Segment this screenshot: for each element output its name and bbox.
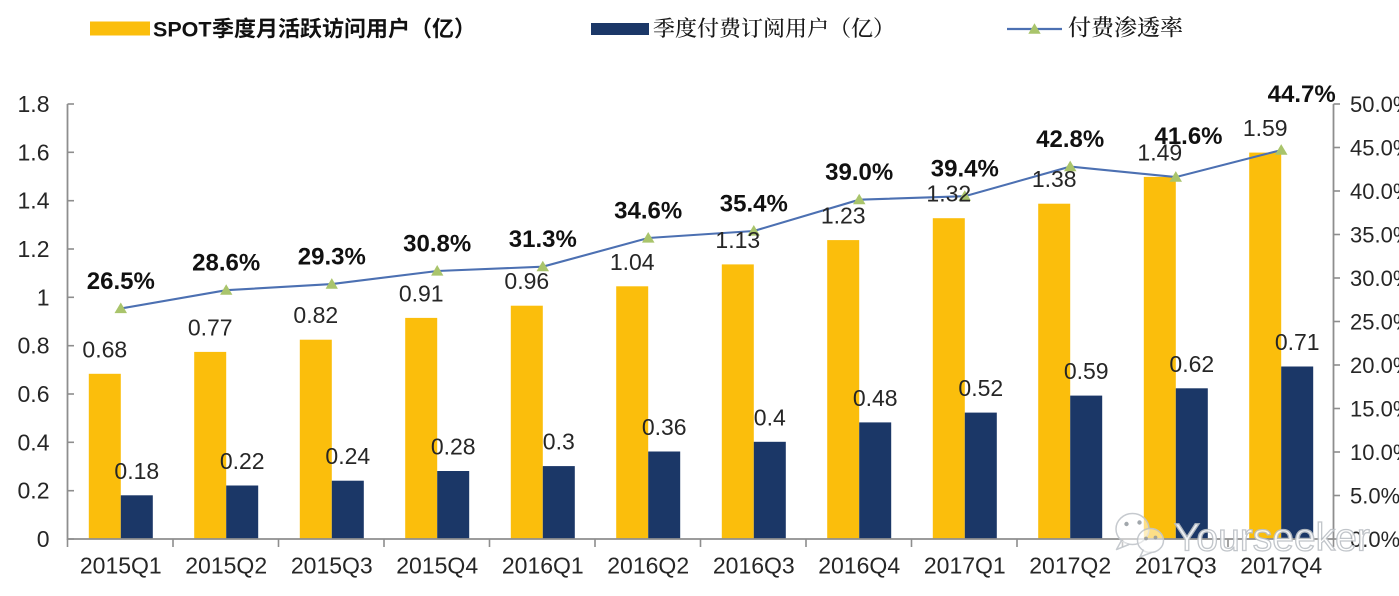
- svg-text:39.4%: 39.4%: [931, 156, 999, 183]
- svg-text:1.38: 1.38: [1032, 166, 1077, 192]
- svg-text:0.8: 0.8: [18, 333, 50, 359]
- svg-text:0.96: 0.96: [504, 268, 549, 294]
- svg-text:0.2: 0.2: [18, 478, 50, 504]
- svg-text:2016Q3: 2016Q3: [713, 553, 795, 579]
- svg-text:0.68: 0.68: [82, 336, 127, 362]
- svg-text:0.3: 0.3: [543, 429, 575, 455]
- svg-text:1.59: 1.59: [1243, 115, 1288, 141]
- svg-text:1.13: 1.13: [715, 227, 760, 253]
- svg-text:1.2: 1.2: [18, 236, 50, 262]
- svg-text:0.48: 0.48: [853, 385, 898, 411]
- svg-text:2015Q4: 2015Q4: [396, 553, 478, 579]
- svg-text:1: 1: [37, 284, 50, 310]
- svg-text:2017Q2: 2017Q2: [1029, 553, 1111, 579]
- svg-text:2016Q4: 2016Q4: [818, 553, 900, 579]
- svg-text:SPOT: SPOT: [153, 18, 212, 42]
- svg-text:25.0%: 25.0%: [1350, 310, 1399, 335]
- svg-text:1.23: 1.23: [821, 203, 866, 229]
- svg-text:5.0%: 5.0%: [1350, 484, 1399, 509]
- svg-text:1.6: 1.6: [18, 139, 50, 165]
- svg-text:2015Q2: 2015Q2: [185, 553, 267, 579]
- svg-text:Yourseeker: Yourseeker: [1174, 517, 1370, 560]
- svg-text:29.3%: 29.3%: [298, 243, 366, 270]
- svg-text:41.6%: 41.6%: [1154, 123, 1222, 150]
- svg-text:40.0%: 40.0%: [1350, 179, 1399, 204]
- svg-text:0.22: 0.22: [220, 448, 265, 474]
- svg-text:15.0%: 15.0%: [1350, 397, 1399, 422]
- svg-text:0.77: 0.77: [188, 314, 233, 340]
- svg-text:1.04: 1.04: [610, 249, 655, 275]
- svg-text:1.4: 1.4: [18, 188, 50, 214]
- svg-text:26.5%: 26.5%: [87, 268, 155, 295]
- svg-text:2017Q3: 2017Q3: [1135, 553, 1217, 579]
- svg-text:2015Q3: 2015Q3: [291, 553, 373, 579]
- svg-text:30.0%: 30.0%: [1350, 266, 1399, 291]
- svg-text:35.4%: 35.4%: [720, 190, 788, 217]
- svg-text:20.0%: 20.0%: [1350, 353, 1399, 378]
- svg-text:2016Q2: 2016Q2: [607, 553, 689, 579]
- svg-text:0.18: 0.18: [114, 458, 159, 484]
- svg-text:0.28: 0.28: [431, 434, 476, 460]
- svg-text:0.24: 0.24: [325, 443, 370, 469]
- svg-text:31.3%: 31.3%: [509, 226, 577, 253]
- svg-text:45.0%: 45.0%: [1350, 136, 1399, 161]
- svg-text:0.4: 0.4: [754, 404, 786, 430]
- svg-text:0.82: 0.82: [293, 302, 338, 328]
- svg-text:0.62: 0.62: [1169, 351, 1214, 377]
- svg-text:0.91: 0.91: [399, 280, 444, 306]
- svg-text:35.0%: 35.0%: [1350, 223, 1399, 248]
- svg-text:0.6: 0.6: [18, 381, 50, 407]
- svg-text:44.7%: 44.7%: [1268, 81, 1336, 108]
- svg-text:2017Q1: 2017Q1: [924, 553, 1006, 579]
- svg-text:2015Q1: 2015Q1: [80, 553, 162, 579]
- svg-text:0.4: 0.4: [18, 429, 50, 455]
- svg-text:34.6%: 34.6%: [614, 197, 682, 224]
- svg-text:2016Q1: 2016Q1: [502, 553, 584, 579]
- svg-text:0.71: 0.71: [1275, 329, 1320, 355]
- svg-text:1.8: 1.8: [18, 91, 50, 117]
- svg-text:0.59: 0.59: [1064, 358, 1109, 384]
- svg-text:50.0%: 50.0%: [1350, 92, 1399, 117]
- svg-text:1.32: 1.32: [926, 181, 971, 207]
- svg-text:0.52: 0.52: [958, 375, 1003, 401]
- svg-text:2017Q4: 2017Q4: [1240, 553, 1322, 579]
- svg-text:10.0%: 10.0%: [1350, 440, 1399, 465]
- svg-text:30.8%: 30.8%: [403, 230, 471, 257]
- svg-text:0.36: 0.36: [642, 414, 687, 440]
- svg-text:0: 0: [37, 526, 50, 552]
- svg-text:1.49: 1.49: [1137, 139, 1182, 165]
- svg-text:0.0%: 0.0%: [1350, 527, 1399, 552]
- svg-text:28.6%: 28.6%: [192, 250, 260, 277]
- svg-text:39.0%: 39.0%: [825, 159, 893, 186]
- svg-text:42.8%: 42.8%: [1036, 126, 1104, 153]
